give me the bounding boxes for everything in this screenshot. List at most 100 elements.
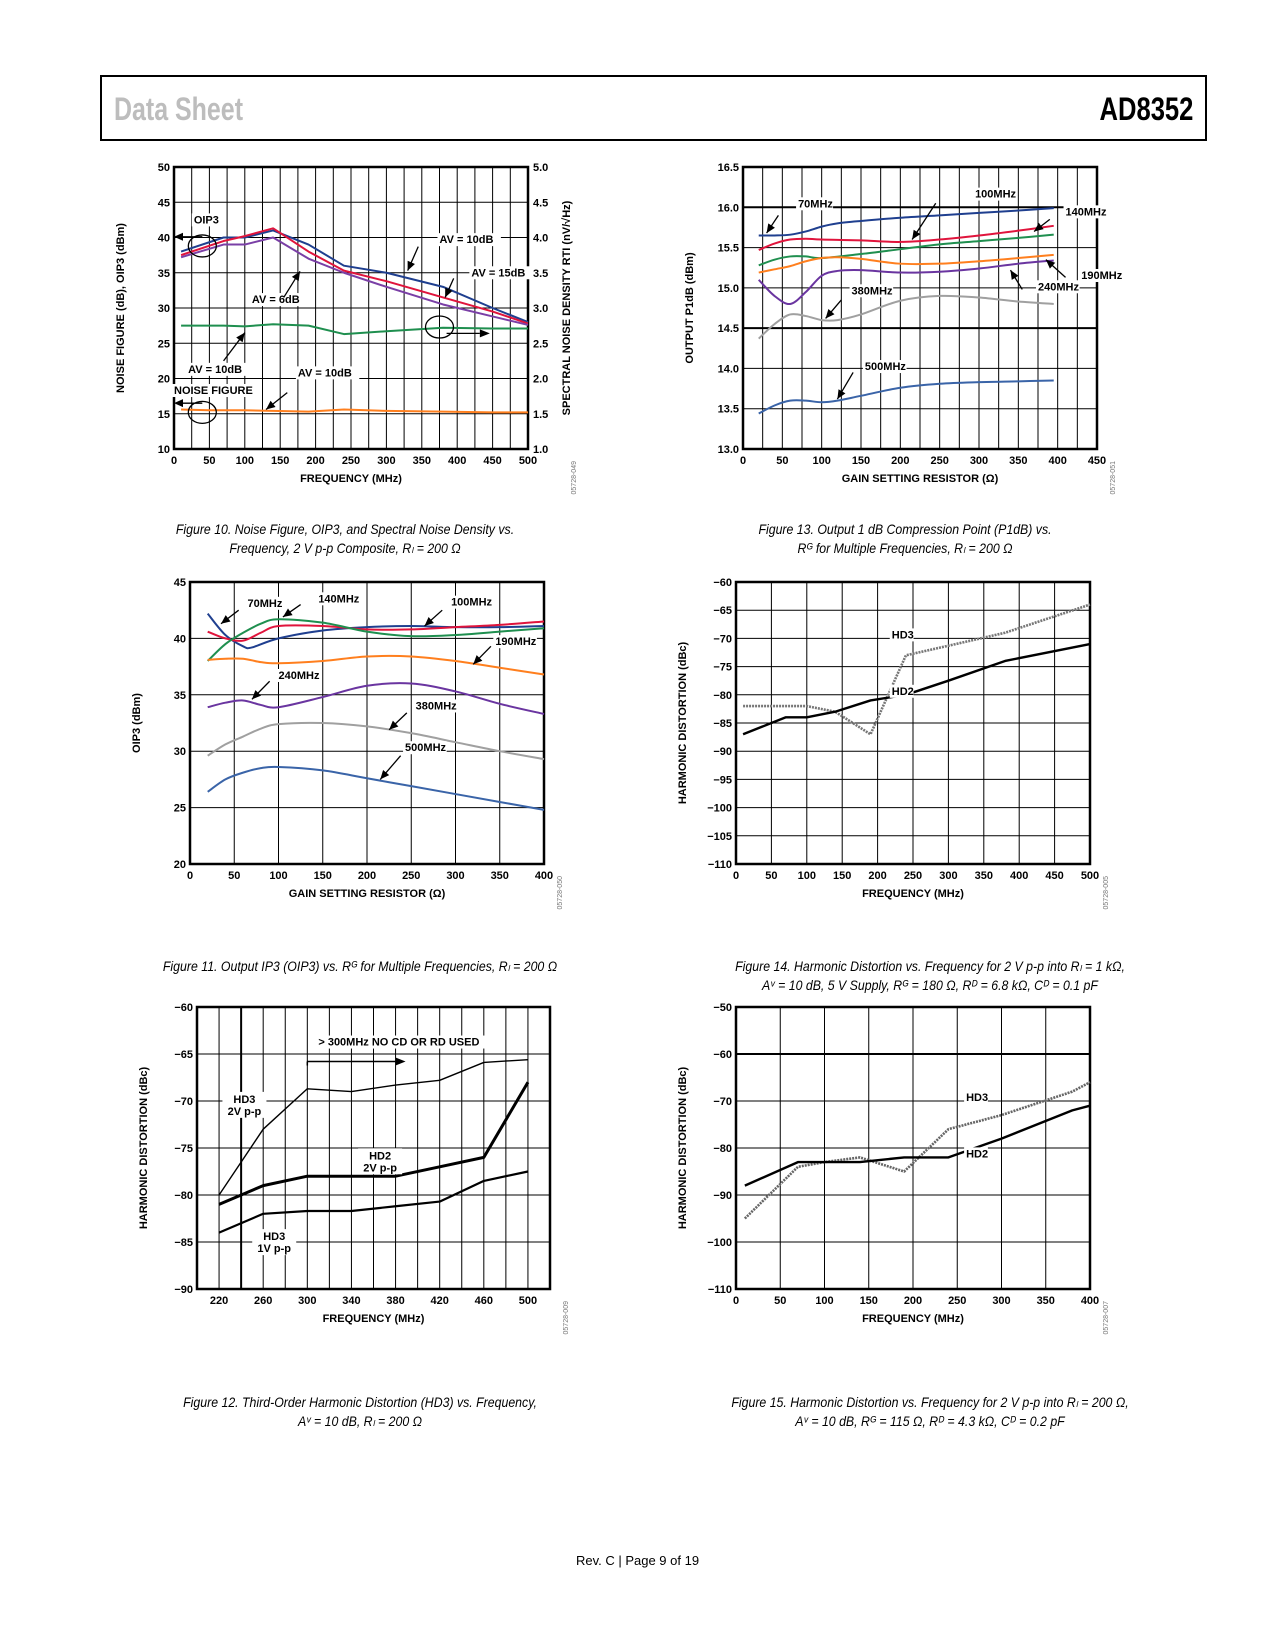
annotation-bg	[191, 213, 223, 227]
x-tick-label: 250	[904, 870, 922, 882]
arrow-head-icon	[912, 229, 921, 240]
x-tick-label: 400	[448, 455, 466, 467]
x-tick-label: 300	[992, 1295, 1010, 1307]
x-tick-label: 200	[891, 455, 909, 467]
arrow-head-icon	[266, 400, 276, 410]
y2-axis-label: SPECTRAL NOISE DENSITY RTI (nV/√Hz)	[561, 200, 573, 415]
x-tick-label: 250	[402, 870, 420, 882]
annotation-label: 70MHz	[798, 198, 833, 210]
y-tick-label: 35	[174, 690, 186, 702]
annotation-label: HD3	[263, 1231, 285, 1243]
x-tick-label: 200	[306, 455, 324, 467]
x-tick-label: 500	[1081, 870, 1099, 882]
x-tick-label: 500	[519, 1295, 537, 1307]
arrow-head-icon	[236, 332, 245, 343]
caption-line: Figure 14. Harmonic Distortion vs. Frequ…	[735, 958, 1125, 974]
series-line-380mhz	[207, 721, 545, 761]
caption-line: Figure 13. Output 1 dB Compression Point…	[758, 521, 1052, 537]
series-line-380mhz	[758, 294, 1054, 340]
x-tick-label: 200	[358, 870, 376, 882]
series-line-140mhz	[207, 618, 545, 662]
annotation-label: 100MHz	[975, 189, 1016, 201]
annotation-bg	[316, 1035, 486, 1049]
y2-tick-label: 1.5	[533, 409, 548, 421]
annotation-bg	[276, 669, 321, 683]
x-axis-label: FREQUENCY (MHz)	[300, 473, 402, 485]
y-tick-label: −100	[707, 1237, 732, 1249]
y-tick-label: −105	[707, 831, 732, 843]
y-tick-label: −85	[713, 718, 732, 730]
x-tick-label: 0	[733, 870, 739, 882]
annotation-bg	[245, 596, 283, 610]
arrow-head-icon	[251, 690, 262, 700]
callout-circle	[187, 234, 217, 258]
y-tick-label: −80	[713, 1143, 732, 1155]
y-tick-label: 15.5	[718, 243, 739, 255]
y-tick-label: 13.5	[718, 404, 739, 416]
annotation-label: AV = 10dB	[440, 234, 494, 246]
series-line-spectral-noise-density-av-10db	[181, 323, 528, 336]
series-line-100mhz	[758, 224, 1054, 251]
x-tick-label: 150	[860, 1295, 878, 1307]
annotation-bg	[1063, 205, 1108, 219]
series-line-hd2	[744, 1104, 1091, 1187]
annotation-bg	[252, 1229, 297, 1256]
annotation-bg	[889, 684, 914, 698]
series-line-100mhz	[207, 620, 545, 642]
y-tick-label: 16.0	[718, 202, 739, 214]
x-axis-label: GAIN SETTING RESISTOR (Ω)	[842, 473, 999, 485]
figure-15-chart: −110 −100 −90 −80 −70 −60 −50 0 50 100 150 200 250 30…	[677, 1002, 1110, 1334]
x-tick-label: 0	[733, 1295, 739, 1307]
x-tick-label: 300	[446, 870, 464, 882]
x-tick-label: 200	[868, 870, 886, 882]
series-line-240mhz	[758, 259, 1054, 305]
y-tick-label: −50	[713, 1002, 732, 1014]
y-tick-label: −65	[174, 1049, 193, 1061]
x-tick-label: 420	[431, 1295, 449, 1307]
annotation-label: 2V p-p	[363, 1162, 397, 1174]
annotation-label: NOISE FIGURE	[174, 385, 253, 397]
x-axis-label: FREQUENCY (MHz)	[323, 1313, 425, 1325]
series-line-500mhz	[207, 765, 545, 811]
x-tick-label: 250	[930, 455, 948, 467]
x-tick-label: 150	[852, 455, 870, 467]
annotation-label: 1V p-p	[257, 1243, 291, 1255]
y-axis-label: HARMONIC DISTORTION (dBc)	[677, 1066, 689, 1229]
y-tick-label: −70	[713, 1096, 732, 1108]
y-tick-label: −60	[174, 1002, 193, 1014]
arrow-left-icon	[174, 399, 183, 408]
x-tick-label: 220	[210, 1295, 228, 1307]
annotation-label: 2V p-p	[228, 1106, 262, 1118]
annotation-label: 380MHz	[852, 285, 893, 297]
annotation-bg	[316, 592, 360, 606]
series-line-hd3	[743, 603, 1091, 736]
y-tick-label: 14.0	[718, 363, 739, 375]
arrow-left-icon	[174, 232, 183, 241]
annotation-bg	[849, 284, 894, 298]
x-tick-label: 150	[314, 870, 332, 882]
x-tick-label: 380	[386, 1295, 404, 1307]
annotation-label: 500MHz	[405, 742, 446, 754]
arrow-head-icon	[445, 287, 453, 298]
y-axis-label: OUTPUT P1dB (dBm)	[684, 252, 696, 364]
annotation-bg	[413, 699, 458, 713]
annotation-label: 500MHz	[865, 361, 906, 373]
x-axis-label: FREQUENCY (MHz)	[862, 1313, 964, 1325]
x-tick-label: 400	[1010, 870, 1028, 882]
arrow-right-icon	[395, 1057, 406, 1066]
y-tick-label: −85	[174, 1237, 193, 1249]
series-line-240mhz	[207, 682, 545, 715]
annotation-bg	[437, 233, 501, 247]
x-tick-label: 0	[187, 870, 193, 882]
annotation-bg	[493, 635, 537, 649]
y-tick-label: −90	[713, 1190, 732, 1202]
annotation-label: 190MHz	[1081, 270, 1122, 282]
annotation-bg	[186, 362, 250, 376]
y2-tick-label: 3.0	[533, 303, 548, 315]
y-axis-label: OIP3 (dBm)	[131, 693, 143, 753]
annotation-label: HD3	[966, 1092, 988, 1104]
caption-line: Frequency, 2 V p-p Composite, Rₗ = 200 Ω	[229, 540, 461, 556]
figure-code: 05728-009	[563, 1301, 570, 1335]
arrow-head-icon	[766, 223, 775, 234]
x-tick-label: 500	[519, 455, 537, 467]
